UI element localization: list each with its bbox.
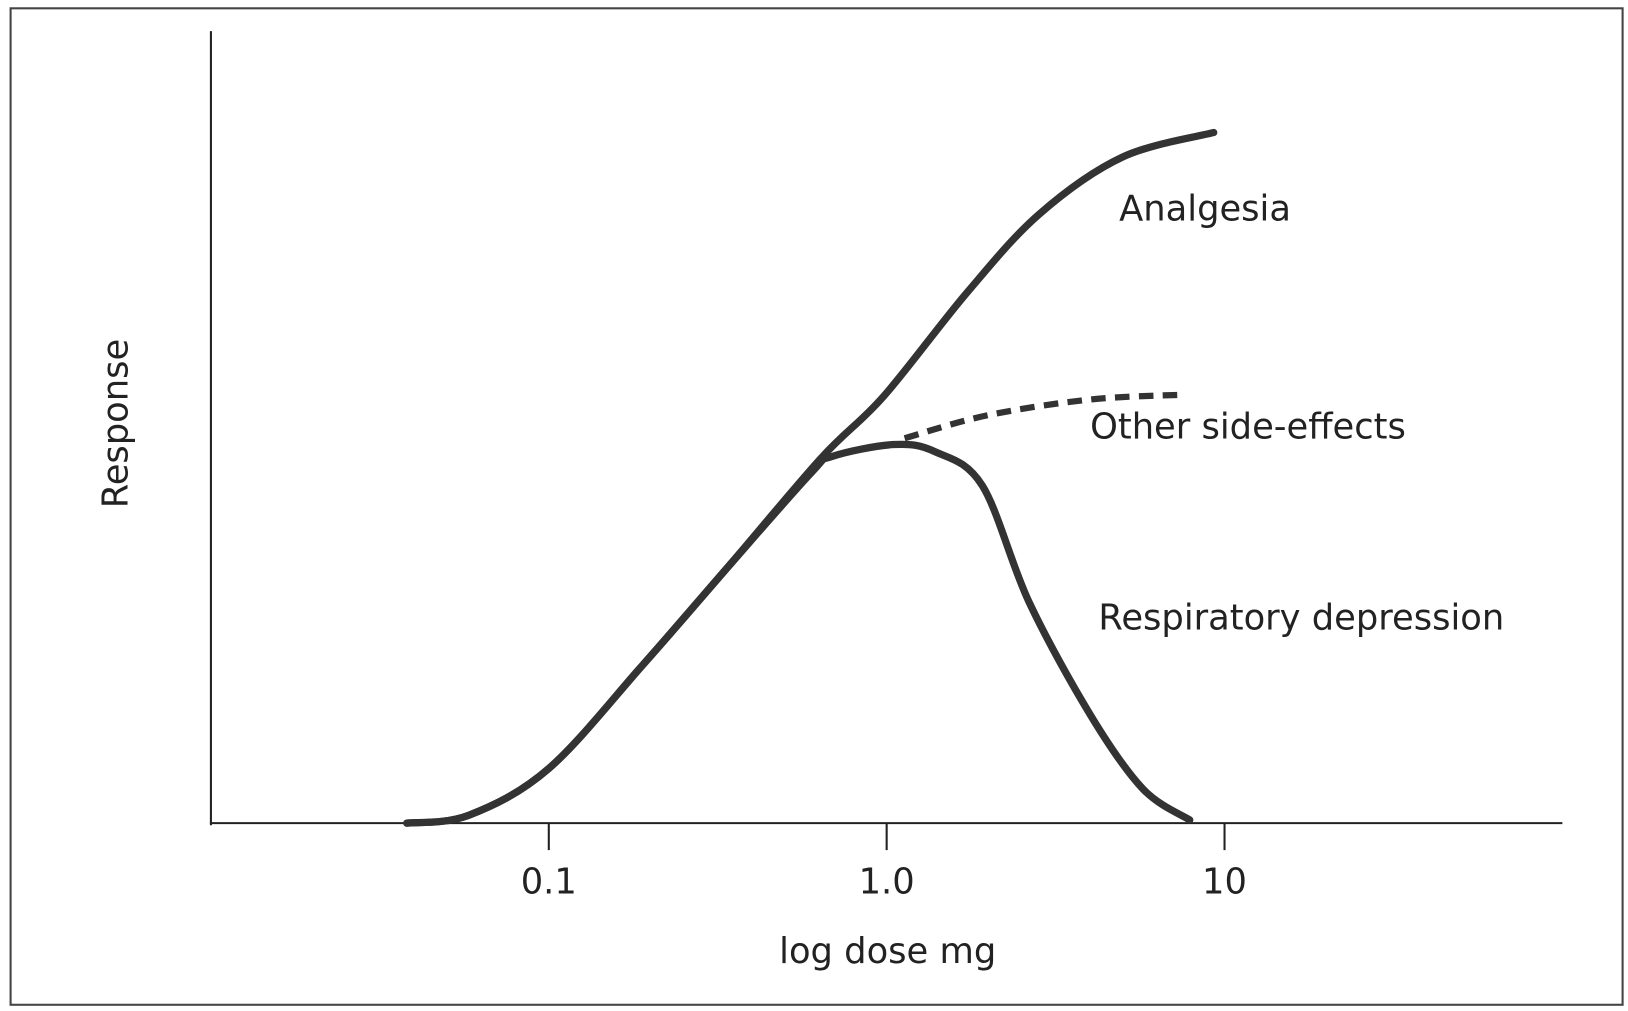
series-label: Respiratory depression (1098, 598, 1504, 639)
x-axis-label: log dose mg (779, 931, 996, 972)
series-label: Analgesia (1119, 189, 1291, 230)
x-tick-label: 10 (1202, 861, 1247, 902)
series-label: Other side-effects (1090, 407, 1406, 448)
frame (9, 7, 1624, 1006)
x-tick-label: 0.1 (521, 861, 577, 902)
series-line (403, 440, 1194, 827)
y-axis-label: Response (96, 339, 137, 508)
x-tick-label: 1.0 (859, 861, 915, 902)
series-line (903, 391, 1185, 442)
